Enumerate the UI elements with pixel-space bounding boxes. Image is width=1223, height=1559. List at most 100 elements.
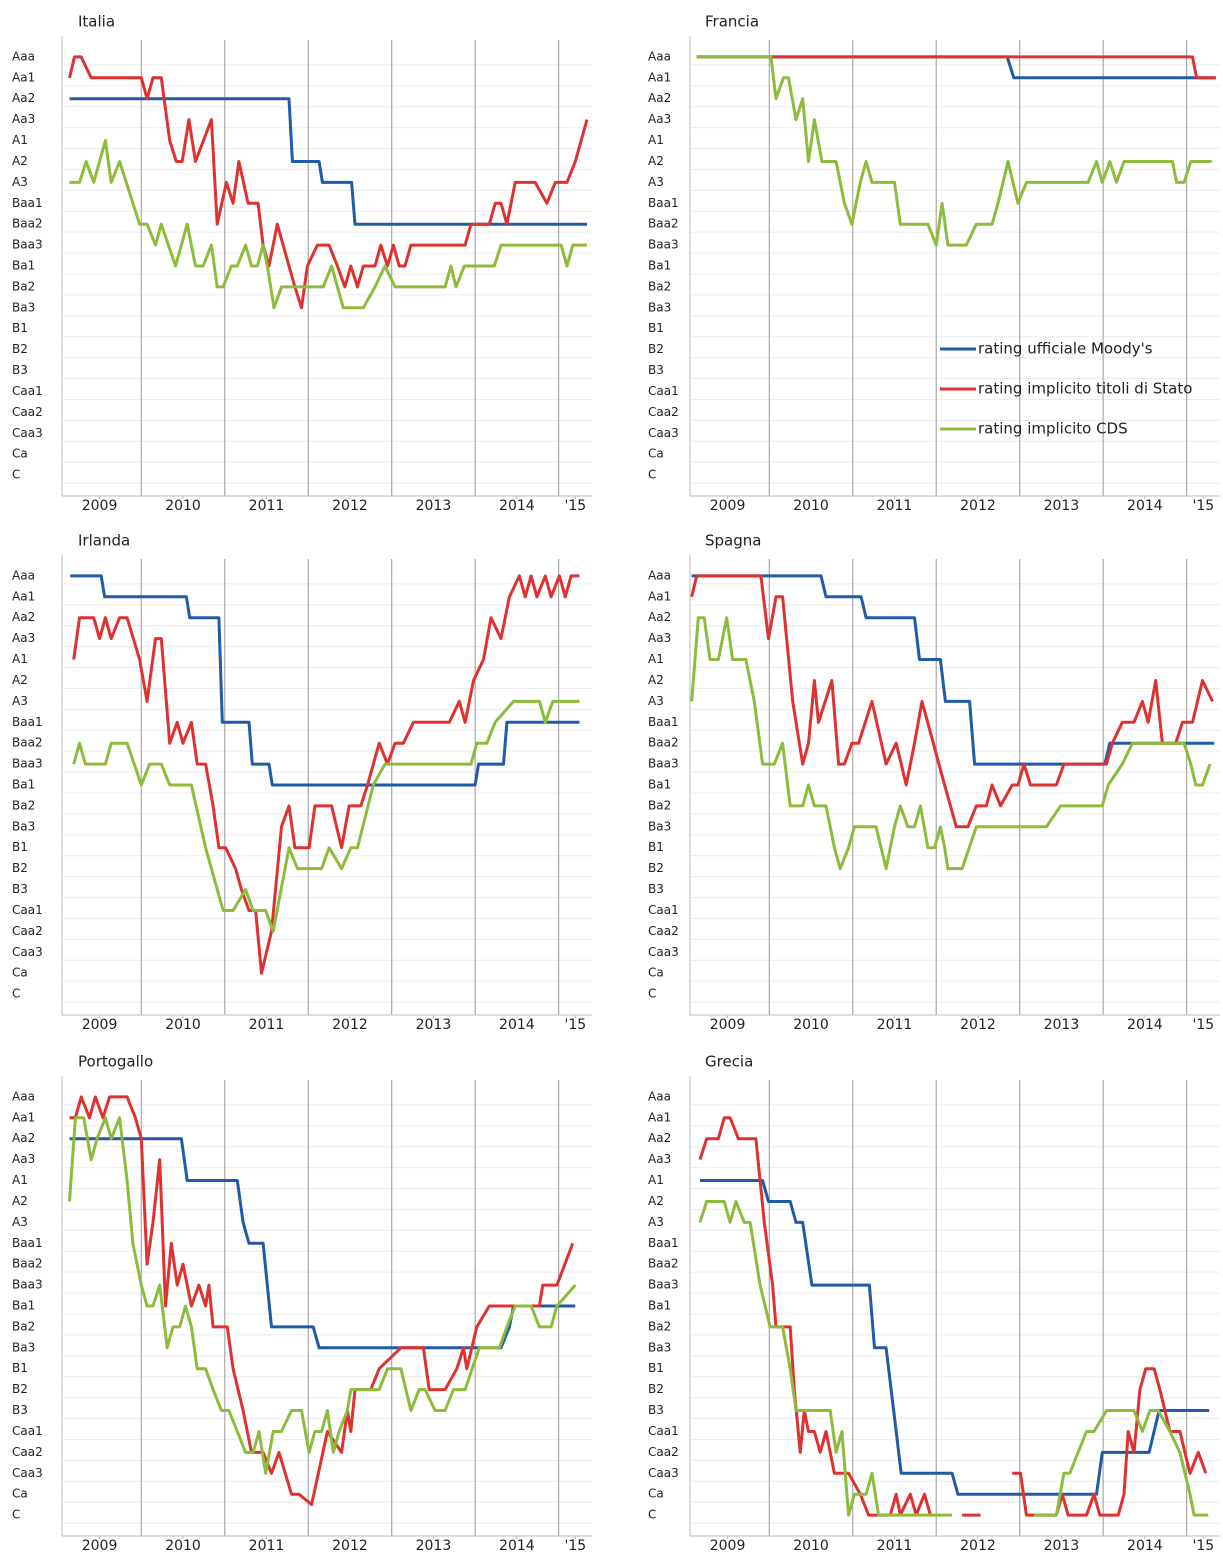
y-tick-label: A3: [648, 175, 664, 189]
y-tick-label: Caa3: [648, 426, 679, 440]
y-tick-label: Caa1: [12, 903, 43, 917]
y-tick-label: A1: [12, 133, 28, 147]
y-tick-label: Baa2: [12, 217, 43, 231]
y-tick-label: B3: [648, 882, 664, 896]
x-tick-label: 2010: [165, 1017, 201, 1033]
panel: Italia Aaa Aa1 Aa2 Aa3 A1 A2 A3 Baa1 Baa2 Baa3 Ba1 B…: [12, 13, 592, 514]
y-tick-label: A3: [648, 1215, 664, 1229]
y-tick-label: Ba3: [12, 819, 35, 833]
y-tick-label: Baa2: [648, 217, 679, 231]
y-tick-label: Baa3: [12, 757, 43, 771]
y-tick-label: Aa2: [648, 610, 671, 624]
y-tick-label: Aa3: [12, 631, 35, 645]
legend-label: rating ufficiale Moody's: [978, 340, 1153, 358]
y-tick-label: Baa1: [12, 1236, 43, 1250]
rating-line: [690, 616, 1212, 871]
panel: Grecia Aaa Aa1 Aa2 Aa3 A1 A2 A3 Baa1 Baa2 Baa3 Ba1 B…: [648, 1053, 1220, 1554]
y-tick-label: C: [12, 987, 20, 1001]
y-tick-label: Ba3: [12, 300, 35, 314]
x-tick-label: 2010: [793, 1017, 829, 1033]
y-tick-label: Ba2: [648, 279, 671, 293]
x-tick-label: '15: [564, 1538, 586, 1554]
x-tick-label: 2014: [499, 1538, 535, 1554]
x-tick-label: '15: [1192, 498, 1214, 514]
y-tick-label: Ca: [12, 966, 28, 980]
y-tick-label: A3: [12, 694, 28, 708]
y-tick-label: A2: [12, 154, 28, 168]
y-tick-label: B3: [648, 363, 664, 377]
y-tick-label: Ca: [12, 447, 28, 461]
y-tick-label: Ba1: [12, 778, 35, 792]
y-tick-label: B3: [12, 363, 28, 377]
y-tick-label: Caa1: [12, 1424, 43, 1438]
y-tick-label: Ba2: [648, 798, 671, 812]
y-tick-label: C: [12, 1508, 20, 1522]
x-tick-label: 2012: [332, 498, 368, 514]
y-tick-label: A2: [648, 673, 664, 687]
y-tick-label: Baa2: [648, 736, 679, 750]
panel-title: Grecia: [705, 1053, 753, 1071]
y-tick-label: Aa2: [12, 610, 35, 624]
y-tick-label: A3: [12, 1215, 28, 1229]
y-tick-label: B1: [648, 321, 664, 335]
y-tick-label: Caa2: [648, 1445, 679, 1459]
y-tick-label: A2: [12, 1194, 28, 1208]
y-tick-label: Caa3: [648, 945, 679, 959]
y-tick-label: Caa2: [648, 924, 679, 938]
x-tick-label: 2012: [332, 1017, 368, 1033]
y-tick-label: Aa1: [12, 1110, 35, 1124]
rating-line: [696, 55, 1216, 80]
y-tick-label: Aa3: [648, 1152, 671, 1166]
rating-line: [68, 1116, 577, 1475]
y-tick-label: Baa1: [648, 715, 679, 729]
x-tick-label: 2012: [960, 1017, 996, 1033]
x-tick-label: 2013: [416, 498, 452, 514]
x-tick-label: 2012: [960, 498, 996, 514]
panel: Spagna Aaa Aa1 Aa2 Aa3 A1 A2 A3 Baa1 Baa2 Baa3 Ba1 B…: [648, 532, 1220, 1033]
x-tick-label: 2009: [710, 1538, 746, 1554]
y-tick-label: Ba1: [12, 1299, 35, 1313]
x-tick-label: 2011: [249, 1538, 285, 1554]
x-tick-label: '15: [1192, 1538, 1214, 1554]
x-tick-label: 2012: [960, 1538, 996, 1554]
y-tick-label: A1: [648, 1173, 664, 1187]
y-tick-label: Ba1: [648, 259, 671, 273]
y-tick-label: A2: [12, 673, 28, 687]
x-tick-label: 2011: [877, 1538, 913, 1554]
y-tick-label: B3: [12, 1403, 28, 1417]
panel: Francia Aaa Aa1 Aa2 Aa3 A1 A2 A3 Baa1 Baa2 Baa3 Ba1…: [648, 13, 1220, 514]
y-tick-label: A3: [12, 175, 28, 189]
y-tick-label: Aa3: [648, 112, 671, 126]
rating-line: [70, 574, 580, 787]
y-tick-label: Ba2: [648, 1319, 671, 1333]
y-tick-label: Baa1: [648, 1236, 679, 1250]
x-tick-label: 2010: [165, 1538, 201, 1554]
rating-line: [72, 699, 580, 933]
y-tick-label: Aa1: [12, 589, 35, 603]
x-tick-label: 2014: [499, 1017, 535, 1033]
y-tick-label: Aa1: [12, 70, 35, 84]
panel-title: Spagna: [705, 532, 761, 550]
y-tick-label: B1: [648, 1361, 664, 1375]
panel: Irlanda Aaa Aa1 Aa2 Aa3 A1 A2 A3 Baa1 Baa2 Baa3 Ba1…: [12, 532, 592, 1033]
x-tick-label: 2011: [877, 1017, 913, 1033]
y-tick-label: Ba2: [12, 1319, 35, 1333]
x-tick-label: 2009: [82, 1538, 118, 1554]
y-tick-label: B2: [12, 1382, 28, 1396]
y-tick-label: Ba3: [648, 1340, 671, 1354]
x-tick-label: 2009: [710, 1017, 746, 1033]
rating-line: [69, 1095, 575, 1507]
y-tick-label: Caa1: [648, 903, 679, 917]
y-tick-label: C: [648, 1508, 656, 1522]
rating-line: [696, 55, 1212, 247]
y-tick-label: B2: [648, 861, 664, 875]
y-tick-label: Ca: [648, 447, 664, 461]
rating-line: [72, 574, 580, 975]
y-tick-label: B3: [648, 1403, 664, 1417]
y-tick-label: Baa3: [12, 238, 43, 252]
y-tick-label: Aa2: [12, 91, 35, 105]
y-tick-label: Caa1: [648, 1424, 679, 1438]
y-tick-label: Baa3: [648, 757, 679, 771]
x-tick-label: 2013: [416, 1017, 452, 1033]
y-tick-label: B2: [648, 342, 664, 356]
